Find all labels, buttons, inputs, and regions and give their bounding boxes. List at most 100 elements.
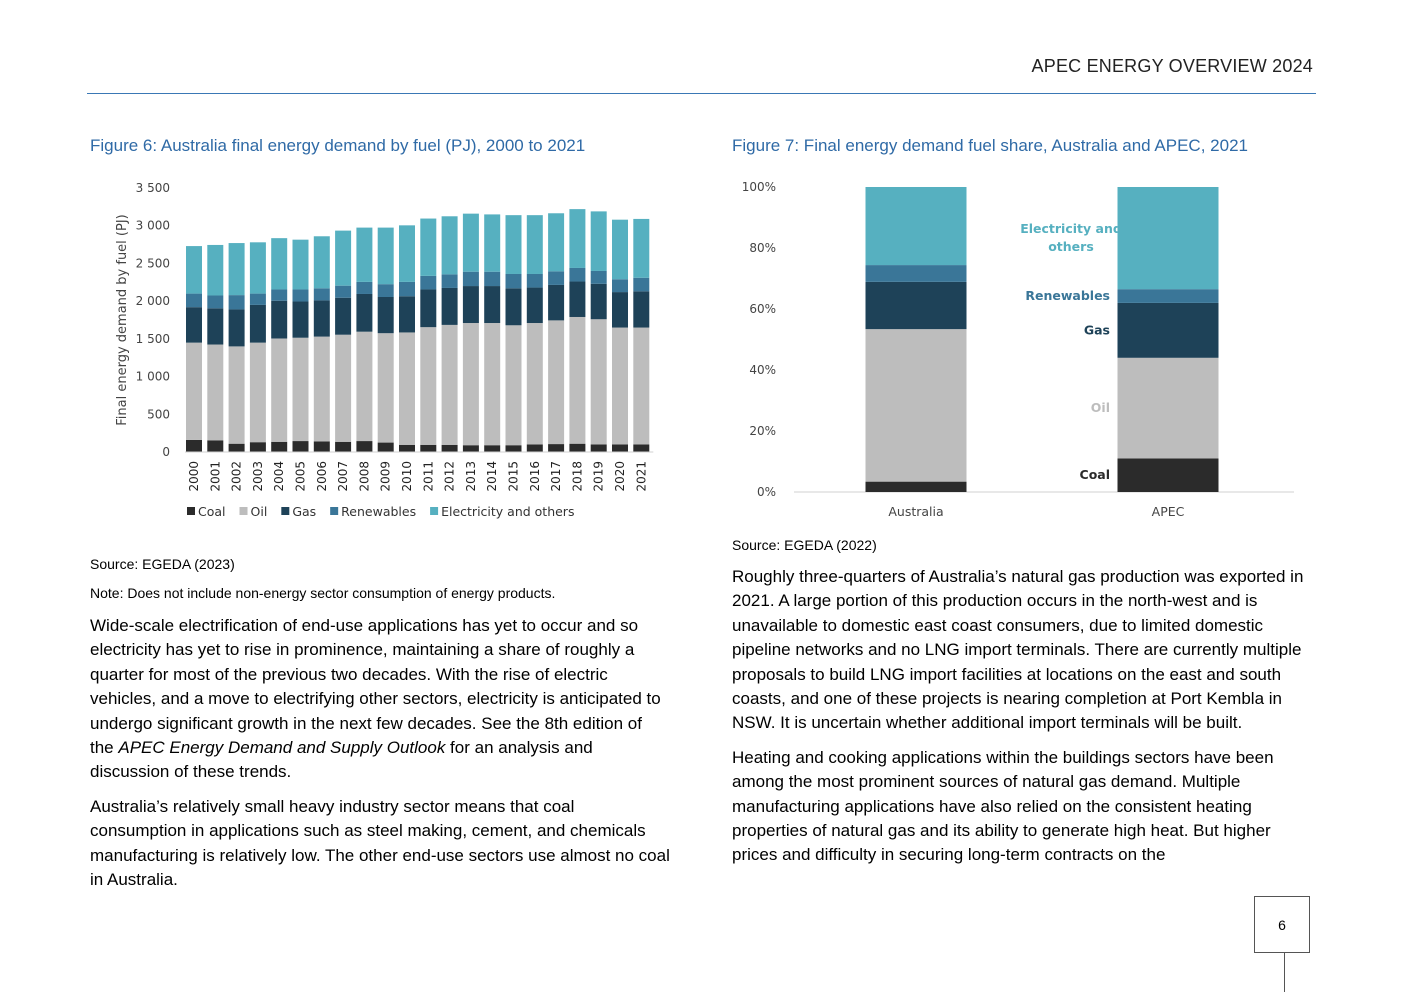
bar-segment-renewables [526, 273, 543, 288]
bar-segment-coal [292, 441, 309, 452]
bar-segment-electricity-and-others [420, 218, 437, 276]
bar-segment-gas [526, 287, 543, 324]
bar-segment-oil [207, 344, 224, 441]
x-tick-label: 2003 [251, 461, 265, 492]
x-tick-label: 2018 [570, 461, 584, 492]
bar-segment-oil [249, 342, 266, 443]
legend-swatch [239, 507, 248, 515]
bar-segment-gas [228, 309, 245, 347]
bar-segment-electricity-and-others [292, 239, 309, 290]
bar-segment-electricity-and-others [335, 230, 352, 286]
bar-segment-renewables [292, 289, 309, 302]
series-label: Renewables [1025, 288, 1110, 303]
y-tick-label: 20% [749, 424, 776, 438]
bar-segment-electricity-and-others [356, 227, 373, 282]
bar-segment-electricity-and-others [548, 213, 565, 272]
x-tick-label: 2002 [230, 461, 244, 492]
bar-segment-renewables [865, 265, 967, 282]
x-tick-label: 2021 [634, 461, 648, 492]
bar-segment-electricity-and-others [1117, 187, 1219, 290]
bar-segment-renewables [420, 275, 437, 290]
figure-6-note: Note: Does not include non-energy sector… [90, 585, 556, 601]
bar-segment-oil [633, 327, 650, 445]
bar-segment-coal [271, 441, 288, 452]
bar-segment-coal [548, 444, 565, 452]
bar-segment-coal [612, 444, 628, 452]
bar-segment-gas [865, 281, 967, 330]
bar-segment-coal [207, 440, 224, 452]
bar-segment-renewables [356, 281, 373, 294]
legend-label: Oil [251, 504, 268, 519]
bar-segment-oil [526, 323, 543, 445]
x-tick-label: 2012 [443, 461, 457, 492]
legend-swatch [330, 507, 339, 515]
bar-segment-electricity-and-others [462, 213, 479, 272]
left-paragraph-2: Australia’s relatively small heavy indus… [90, 796, 670, 890]
bar-segment-renewables [399, 281, 415, 297]
right-body-text: Roughly three-quarters of Australia’s na… [732, 565, 1312, 878]
page-number-box: 6 [1254, 896, 1310, 953]
bar-segment-renewables [462, 271, 479, 287]
bar-segment-gas [271, 300, 288, 339]
bar-segment-oil [865, 329, 967, 482]
x-tick-label: Australia [888, 504, 943, 519]
bar-segment-gas [633, 291, 650, 328]
y-tick-label: 3 000 [136, 219, 170, 233]
bar-segment-renewables [590, 270, 607, 284]
legend-label: Coal [198, 504, 226, 519]
series-label: Coal [1080, 467, 1110, 482]
bar-segment-gas [1117, 302, 1219, 358]
bar-segment-gas [207, 308, 224, 345]
x-tick-label: 2008 [357, 461, 371, 492]
bar-segment-gas [441, 287, 458, 325]
left-paragraph-1-text-a: Wide-scale electrification of end-use ap… [90, 616, 661, 758]
figure-7-title: Figure 7: Final energy demand fuel share… [732, 136, 1248, 155]
bar-segment-electricity-and-others [399, 225, 415, 282]
bar-segment-coal [462, 445, 479, 452]
bar-segment-electricity-and-others [505, 215, 522, 274]
x-tick-label: 2009 [379, 461, 393, 492]
bar-segment-oil [590, 319, 607, 445]
bar-segment-coal [865, 481, 967, 492]
bar-segment-coal [377, 442, 394, 452]
bar-segment-electricity-and-others [612, 219, 628, 280]
bar-segment-gas [420, 289, 437, 328]
bar-segment-oil [356, 331, 373, 442]
x-tick-label: 2017 [549, 461, 563, 492]
bar-segment-oil [228, 346, 245, 444]
bar-segment-electricity-and-others [207, 244, 224, 296]
series-label: Electricity and [1020, 221, 1122, 236]
bar-segment-electricity-and-others [271, 238, 288, 290]
bar-segment-electricity-and-others [441, 216, 458, 275]
page-number: 6 [1278, 917, 1286, 933]
x-tick-label: 2020 [613, 461, 627, 492]
figure-7-source: Source: EGEDA (2022) [732, 537, 877, 553]
series-label: Gas [1084, 322, 1110, 337]
bar-segment-oil [186, 342, 202, 440]
y-tick-label: 3 500 [136, 181, 170, 195]
bar-segment-oil [462, 323, 479, 446]
bar-segment-gas [569, 281, 586, 317]
bar-segment-electricity-and-others [526, 215, 543, 274]
bar-segment-electricity-and-others [865, 187, 967, 266]
y-tick-label: 500 [147, 407, 170, 421]
x-tick-label: 2015 [507, 461, 521, 492]
bar-segment-electricity-and-others [377, 227, 394, 285]
legend-label: Renewables [341, 504, 416, 519]
bar-segment-renewables [633, 277, 650, 292]
outlook-title-reference: APEC Energy Demand and Supply Outlook [118, 738, 446, 758]
page-number-line [1284, 953, 1285, 992]
bar-segment-renewables [271, 289, 288, 301]
bar-segment-renewables [335, 285, 352, 298]
bar-segment-renewables [313, 288, 330, 301]
bar-segment-oil [484, 323, 501, 446]
bar-segment-coal [313, 441, 330, 452]
x-tick-label: 2001 [208, 461, 222, 492]
bar-segment-gas [249, 304, 266, 343]
y-tick-label: 2 000 [136, 294, 170, 308]
bar-segment-gas [356, 293, 373, 332]
bar-segment-renewables [569, 267, 586, 282]
bar-segment-oil [420, 327, 437, 445]
bar-segment-oil [271, 338, 288, 442]
series-label: others [1048, 239, 1094, 254]
